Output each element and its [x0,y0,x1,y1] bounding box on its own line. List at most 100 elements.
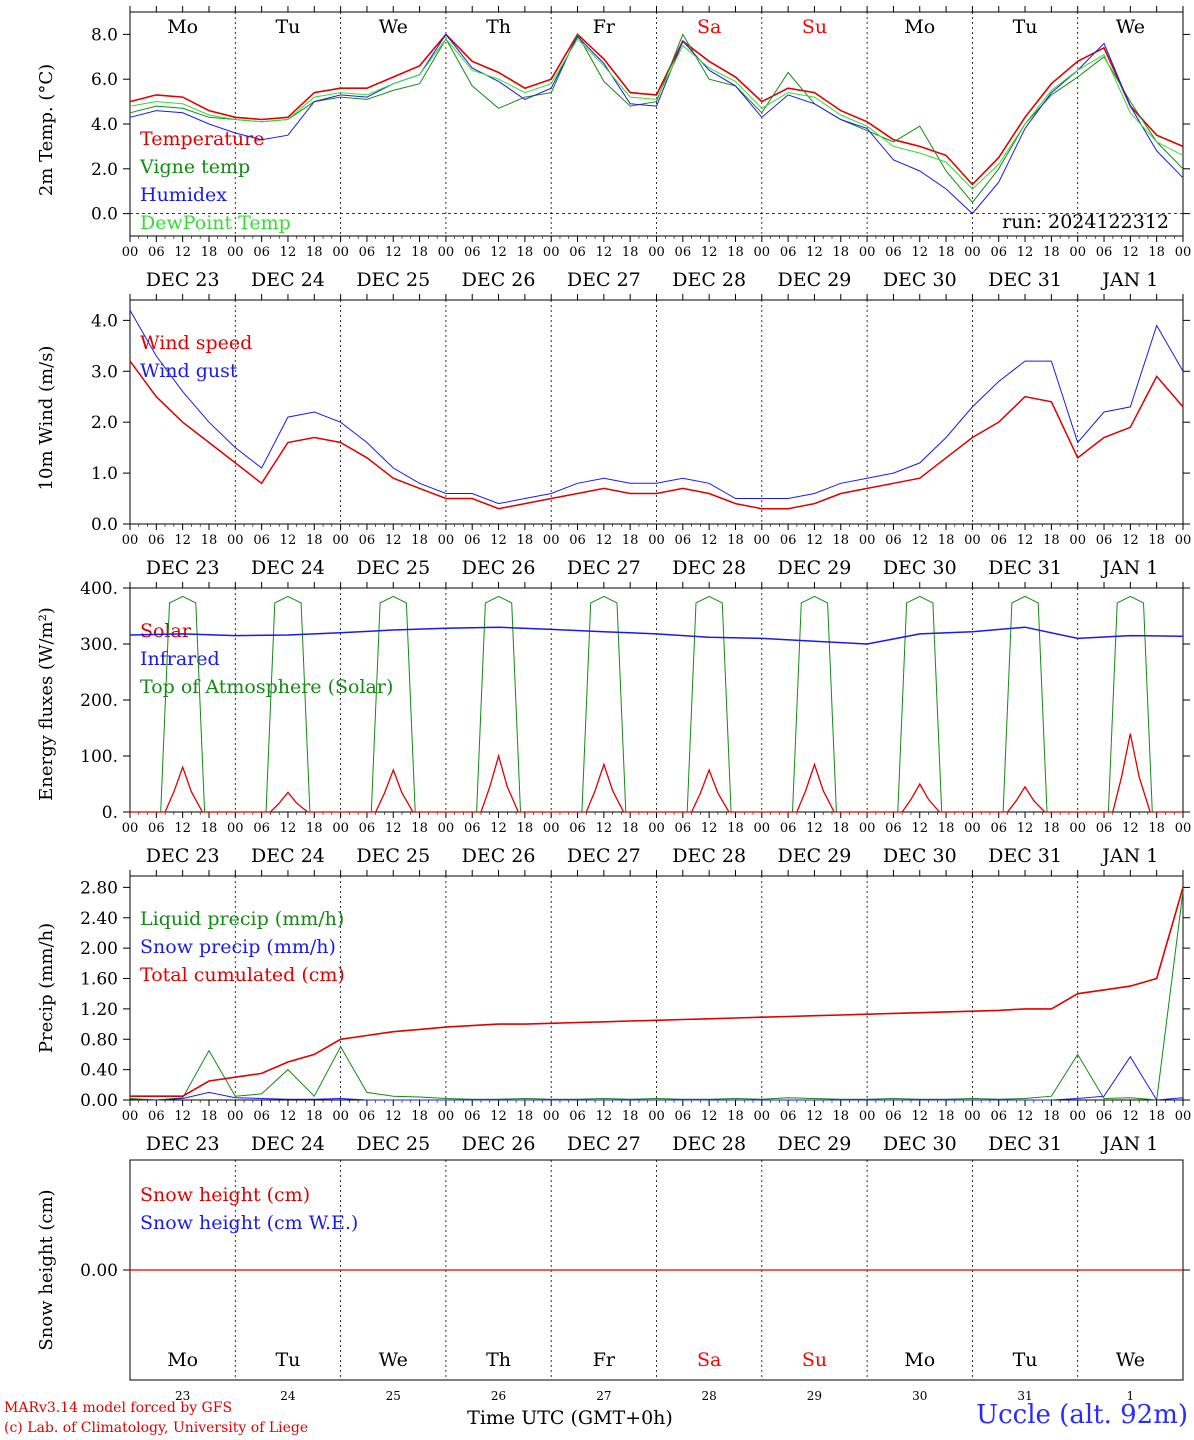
series-line [129,360,1184,510]
hour-tick-label: 00 [754,245,771,260]
date-label: DEC 23 [146,845,220,867]
hour-tick-label: 00 [1175,533,1192,548]
model-credit: MARv3.14 model forced by GFS [4,1400,233,1416]
legend-entry: Snow height (cm) [140,1184,310,1206]
date-number: 23 [175,1389,190,1403]
hour-tick-label: 00 [122,533,139,548]
date-label: DEC 26 [462,1133,536,1155]
hour-tick-label: 18 [517,821,534,836]
hour-tick-label: 06 [780,821,797,836]
date-label: DEC 26 [462,269,536,291]
date-label: DEC 24 [251,557,325,579]
y-tick-label: 300. [80,635,118,655]
hour-tick-label: 00 [543,533,560,548]
date-number: 25 [386,1389,401,1403]
hour-tick-label: 00 [543,1109,560,1124]
hour-tick-label: 18 [1148,245,1165,260]
date-number: 31 [1017,1389,1032,1403]
hour-tick-label: 18 [306,1109,323,1124]
hour-tick-label: 12 [490,1109,507,1124]
y-tick-label: 0.40 [80,1061,118,1081]
hour-tick-label: 00 [122,245,139,260]
y-tick-label: 4.0 [91,311,118,331]
date-label: JAN 1 [1100,845,1158,867]
hour-tick-label: 18 [306,821,323,836]
date-label: DEC 29 [778,845,852,867]
date-label: JAN 1 [1100,1133,1158,1155]
hour-tick-label: 06 [675,245,692,260]
date-label: DEC 30 [883,1133,957,1155]
hour-tick-label: 18 [517,245,534,260]
legend-entry: Snow height (cm W.E.) [140,1212,358,1234]
hour-tick-label: 12 [806,533,823,548]
date-label: DEC 27 [567,269,641,291]
hour-tick-label: 18 [1148,533,1165,548]
hour-tick-label: 18 [1043,1109,1060,1124]
hour-tick-label: 18 [306,533,323,548]
hour-tick-label: 06 [990,821,1007,836]
series-line [129,1055,1184,1101]
hour-tick-label: 18 [938,821,955,836]
hour-tick-label: 06 [464,821,481,836]
hour-tick-label: 00 [438,245,455,260]
hour-tick-label: 00 [227,245,244,260]
y-tick-label: 200. [80,691,118,711]
hour-tick-label: 12 [596,1109,613,1124]
day-label: Fr [593,1349,616,1371]
hour-tick-label: 00 [332,1109,349,1124]
series-line [129,38,1184,190]
y-tick-label: 2.0 [91,160,118,180]
hour-tick-label: 00 [227,1109,244,1124]
hour-tick-label: 18 [1043,821,1060,836]
date-label: DEC 29 [778,557,852,579]
hour-tick-label: 18 [622,533,639,548]
date-label: DEC 27 [567,845,641,867]
date-label: DEC 31 [988,1133,1062,1155]
hour-tick-label: 06 [675,1109,692,1124]
date-number: 24 [280,1389,296,1403]
legend-entry: Total cumulated (cm) [140,964,345,986]
series-line [129,33,1184,215]
hour-tick-label: 06 [1096,821,1113,836]
hour-tick-label: 18 [727,533,744,548]
hour-tick-label: 12 [174,533,191,548]
date-label: DEC 28 [672,269,746,291]
series-line [129,33,1184,186]
hour-tick-label: 18 [622,821,639,836]
hour-tick-label: 18 [1148,1109,1165,1124]
hour-tick-label: 06 [359,821,376,836]
y-tick-label: 1.20 [80,1000,118,1020]
hour-tick-label: 06 [253,245,270,260]
day-label: Mo [904,1349,935,1371]
hour-tick-label: 00 [332,533,349,548]
y-axis-label: 10m Wind (m/s) [36,346,57,491]
hour-tick-label: 12 [385,533,402,548]
hour-tick-label: 12 [596,533,613,548]
hour-tick-label: 18 [833,1109,850,1124]
day-label: We [379,16,408,38]
hour-tick-label: 06 [780,245,797,260]
day-label: We [1116,16,1145,38]
hour-tick-label: 18 [517,1109,534,1124]
day-label: Tu [275,16,300,38]
legend-entry: Wind speed [140,332,252,354]
date-label: DEC 27 [567,1133,641,1155]
hour-tick-label: 00 [543,245,560,260]
hour-tick-label: 06 [148,245,165,260]
hour-tick-label: 18 [622,245,639,260]
y-tick-label: 2.0 [91,413,118,433]
series-line [130,887,1184,1097]
hour-tick-label: 12 [1017,821,1034,836]
y-tick-label: 8.0 [91,25,118,45]
hour-tick-label: 06 [464,245,481,260]
day-label: Th [486,16,511,38]
hour-tick-label: 12 [174,245,191,260]
date-number: 27 [596,1389,611,1403]
hour-tick-label: 06 [990,533,1007,548]
date-label: DEC 31 [988,557,1062,579]
hour-tick-label: 18 [938,1109,955,1124]
hour-tick-label: 06 [253,821,270,836]
y-tick-label: 0.00 [80,1091,118,1111]
date-label: JAN 1 [1100,269,1158,291]
